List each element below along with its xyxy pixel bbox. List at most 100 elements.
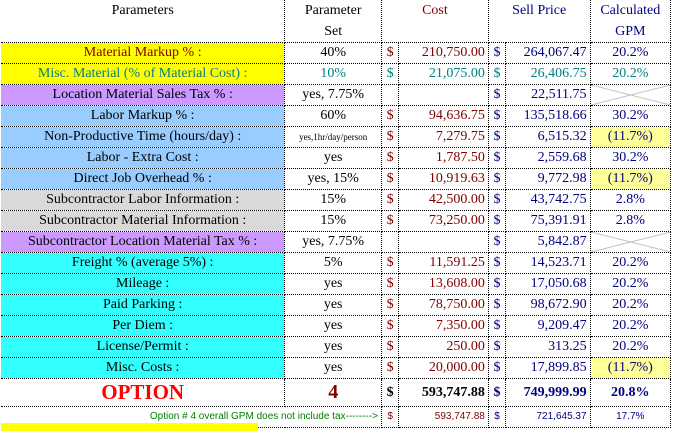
row-label[interactable]: Misc. Material (% of Material Cost) : <box>1 63 286 85</box>
sell-price-value[interactable]: 5,842.87 <box>505 231 591 253</box>
cost-currency-sign[interactable]: $ <box>381 273 400 295</box>
gpm-value[interactable]: 20.2% <box>590 336 672 358</box>
note-cost-value[interactable]: 593,747.88 <box>398 406 489 428</box>
row-parameter-set[interactable]: yes, 7.75% <box>284 231 383 253</box>
cost-value[interactable] <box>398 231 489 253</box>
cost-currency-sign[interactable]: $ <box>381 252 400 274</box>
gpm-value[interactable]: 30.2% <box>590 147 672 169</box>
option-label[interactable]: OPTION <box>1 378 286 407</box>
row-label[interactable]: Direct Job Overhead % : <box>1 168 286 190</box>
cost-currency-sign[interactable]: $ <box>381 315 400 337</box>
sell-currency-sign[interactable]: $ <box>488 294 507 316</box>
sell-price-value[interactable]: 17,899.85 <box>505 357 591 379</box>
row-label[interactable]: Subcontractor Labor Information : <box>1 189 286 211</box>
sell-price-value[interactable]: 14,523.71 <box>505 252 591 274</box>
cost-value[interactable]: 21,075.00 <box>398 63 489 85</box>
sell-currency-sign[interactable]: $ <box>488 210 507 232</box>
cost-value[interactable]: 10,919.63 <box>398 168 489 190</box>
cost-currency-sign[interactable]: $ <box>381 210 400 232</box>
row-parameter-set[interactable]: yes <box>284 357 383 379</box>
cost-currency-sign[interactable]: $ <box>381 357 400 379</box>
gpm-value[interactable]: 20.2% <box>590 315 672 337</box>
cost-currency-sign[interactable]: $ <box>381 189 400 211</box>
sell-price-value[interactable]: 22,511.75 <box>505 84 591 106</box>
gpm-value[interactable]: 2.8% <box>590 189 672 211</box>
row-parameter-set[interactable]: 60% <box>284 105 383 127</box>
sell-price-value[interactable]: 6,515.32 <box>505 126 591 148</box>
cost-currency-sign[interactable] <box>381 231 400 253</box>
row-label[interactable]: Location Material Sales Tax % : <box>1 84 286 106</box>
row-label[interactable]: License/Permit : <box>1 336 286 358</box>
row-label[interactable]: Paid Parking : <box>1 294 286 316</box>
cost-value[interactable]: 7,350.00 <box>398 315 489 337</box>
cost-value[interactable] <box>398 84 489 106</box>
next-row-yellow-cell[interactable] <box>1 423 258 431</box>
row-parameter-set[interactable]: yes <box>284 315 383 337</box>
row-parameter-set[interactable]: yes <box>284 336 383 358</box>
sell-currency-sign[interactable]: $ <box>488 147 507 169</box>
gpm-value[interactable]: 30.2% <box>590 105 672 127</box>
cost-currency-sign[interactable]: $ <box>381 126 400 148</box>
row-parameter-set[interactable]: 10% <box>284 63 383 85</box>
sell-price-value[interactable]: 313.25 <box>505 336 591 358</box>
gpm-value[interactable] <box>590 231 672 253</box>
row-parameter-set[interactable]: yes <box>284 273 383 295</box>
sell-currency-sign[interactable]: $ <box>488 84 507 106</box>
row-parameter-set[interactable]: yes, 15% <box>284 168 383 190</box>
gpm-value[interactable]: 20.2% <box>590 252 672 274</box>
cost-value[interactable]: 78,750.00 <box>398 294 489 316</box>
option-sell-sign[interactable]: $ <box>488 378 507 407</box>
cost-currency-sign[interactable]: $ <box>381 105 400 127</box>
cost-value[interactable]: 94,636.75 <box>398 105 489 127</box>
sell-price-value[interactable]: 9,772.98 <box>505 168 591 190</box>
sell-currency-sign[interactable]: $ <box>488 168 507 190</box>
row-label[interactable]: Misc. Costs : <box>1 357 286 379</box>
row-label[interactable]: Per Diem : <box>1 315 286 337</box>
gpm-value[interactable]: 20.2% <box>590 63 672 85</box>
row-parameter-set[interactable]: yes <box>284 294 383 316</box>
sell-price-value[interactable]: 135,518.66 <box>505 105 591 127</box>
note-sell-value[interactable]: 721,645.37 <box>505 406 591 428</box>
cost-currency-sign[interactable]: $ <box>381 63 400 85</box>
cost-currency-sign[interactable]: $ <box>381 168 400 190</box>
gpm-value[interactable]: 20.2% <box>590 273 672 295</box>
cost-value[interactable]: 11,591.25 <box>398 252 489 274</box>
sell-currency-sign[interactable]: $ <box>488 336 507 358</box>
sell-currency-sign[interactable]: $ <box>488 63 507 85</box>
gpm-value[interactable] <box>590 84 672 106</box>
cost-value[interactable]: 13,608.00 <box>398 273 489 295</box>
cost-currency-sign[interactable]: $ <box>381 336 400 358</box>
cost-currency-sign[interactable]: $ <box>381 294 400 316</box>
row-label[interactable]: Subcontractor Material Information : <box>1 210 286 232</box>
row-parameter-set[interactable]: 5% <box>284 252 383 274</box>
gpm-value[interactable]: 20.2% <box>590 294 672 316</box>
sell-price-value[interactable]: 75,391.91 <box>505 210 591 232</box>
row-label[interactable]: Labor - Extra Cost : <box>1 147 286 169</box>
row-parameter-set[interactable]: yes, 7.75% <box>284 84 383 106</box>
row-parameter-set[interactable]: 40% <box>284 42 383 64</box>
cost-value[interactable]: 210,750.00 <box>398 42 489 64</box>
cost-value[interactable]: 7,279.75 <box>398 126 489 148</box>
option-total-sell[interactable]: 749,999.99 <box>505 378 591 407</box>
gpm-value[interactable]: 2.8% <box>590 210 672 232</box>
row-label[interactable]: Mileage : <box>1 273 286 295</box>
row-parameter-set[interactable]: yes,1hr/day/person <box>284 126 383 148</box>
sell-currency-sign[interactable]: $ <box>488 252 507 274</box>
cost-value[interactable]: 1,787.50 <box>398 147 489 169</box>
cost-value[interactable]: 250.00 <box>398 336 489 358</box>
option-number[interactable]: 4 <box>284 378 383 407</box>
row-label[interactable]: Freight % (average 5%) : <box>1 252 286 274</box>
row-label[interactable]: Non-Productive Time (hours/day) : <box>1 126 286 148</box>
sell-price-value[interactable]: 2,559.68 <box>505 147 591 169</box>
sell-price-value[interactable]: 17,050.68 <box>505 273 591 295</box>
sell-price-value[interactable]: 98,672.90 <box>505 294 591 316</box>
cost-currency-sign[interactable]: $ <box>381 42 400 64</box>
sell-currency-sign[interactable]: $ <box>488 315 507 337</box>
row-label[interactable]: Labor Markup % : <box>1 105 286 127</box>
cost-value[interactable]: 20,000.00 <box>398 357 489 379</box>
cost-value[interactable]: 42,500.00 <box>398 189 489 211</box>
option-cost-sign[interactable]: $ <box>381 378 400 407</box>
header-parameters[interactable]: Parameters <box>1 0 286 43</box>
header-sell-price[interactable]: Sell Price <box>488 0 591 43</box>
header-parameter-set[interactable]: Parameter Set <box>284 0 383 43</box>
